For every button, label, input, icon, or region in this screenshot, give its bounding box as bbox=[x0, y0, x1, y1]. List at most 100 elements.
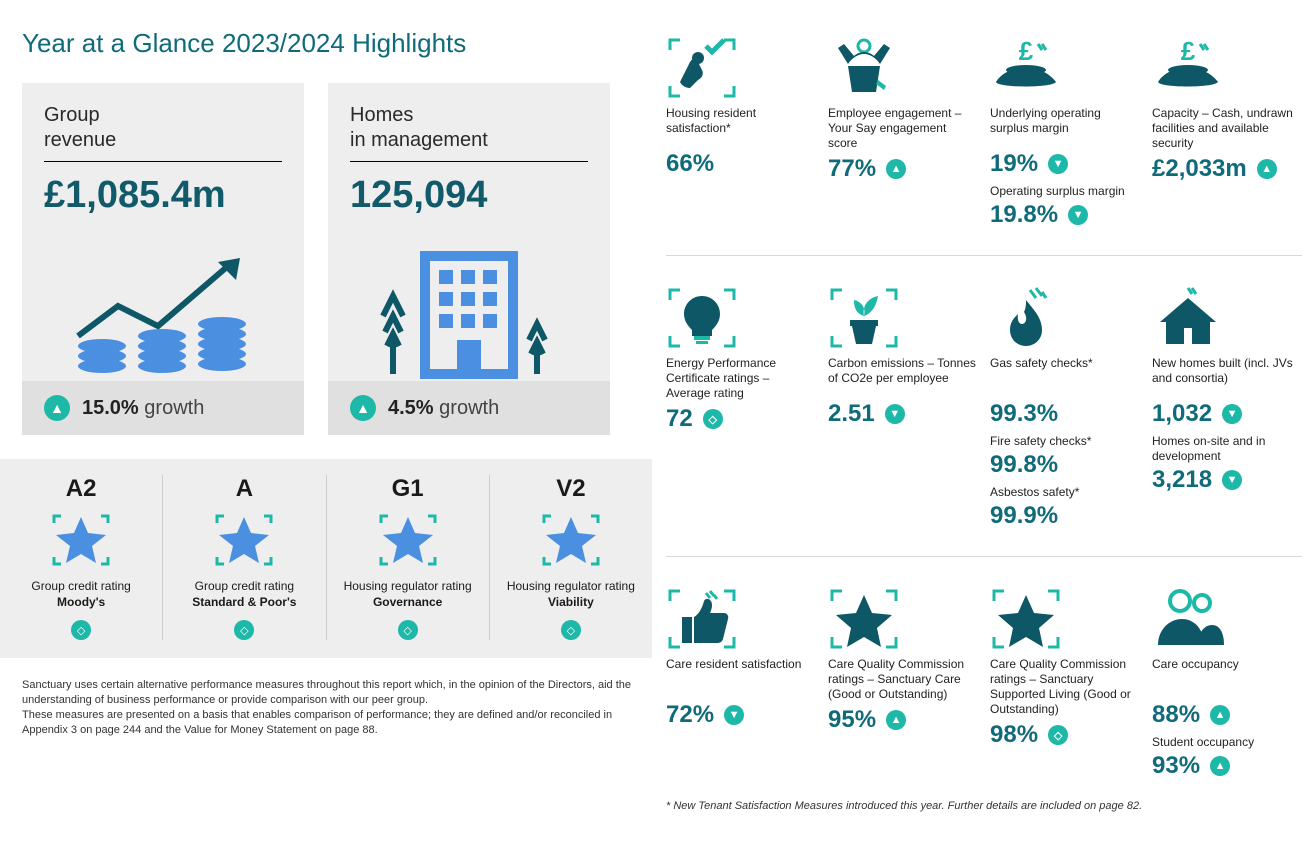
metric-value: 19%▼ bbox=[990, 150, 1140, 178]
metric-label: New homes built (incl. JVs and consortia… bbox=[1152, 356, 1302, 396]
metric-value: 98%◇ bbox=[990, 721, 1140, 749]
metric-value: 72%▼ bbox=[666, 701, 816, 729]
kpi-value: £1,085.4m bbox=[44, 174, 282, 217]
house-icon bbox=[1152, 278, 1302, 350]
thumb-icon bbox=[666, 579, 816, 651]
star-icon bbox=[541, 513, 601, 567]
arrow-up-icon: ▲ bbox=[1210, 705, 1230, 725]
rating-cell: A Group credit ratingStandard & Poor's ◇ bbox=[163, 475, 326, 640]
arrow-up-icon: ▲ bbox=[886, 710, 906, 730]
metric-sublabel: Operating surplus margin bbox=[990, 184, 1140, 199]
metric-subvalue: 93%▲ bbox=[1152, 752, 1302, 780]
metric-label: Housing resident satisfaction* bbox=[666, 106, 816, 146]
kpi-footer: ▲ 4.5% growth bbox=[328, 381, 610, 435]
metric-cell: Housing resident satisfaction* 66% bbox=[666, 28, 816, 233]
coins-arrow-icon bbox=[44, 231, 282, 381]
plant-icon bbox=[828, 278, 978, 350]
flame-icon bbox=[990, 278, 1140, 350]
building-trees-icon bbox=[350, 231, 588, 381]
arrow-up-icon: ▲ bbox=[44, 395, 70, 421]
ratings-strip: A2 Group credit ratingMoody's ◇ A bbox=[0, 459, 652, 658]
metric-cell: Care resident satisfaction 72%▼ bbox=[666, 579, 816, 784]
rating-indicator: ◇ bbox=[8, 620, 154, 640]
metric-value: 1,032▼ bbox=[1152, 400, 1302, 428]
arrow-up-icon: ▲ bbox=[1210, 756, 1230, 776]
metric-subvalue: 3,218▼ bbox=[1152, 466, 1302, 494]
rating-indicator: ◇ bbox=[335, 620, 481, 640]
kpi-label: Homes in management bbox=[350, 103, 588, 162]
rating-cell: G1 Housing regulator ratingGovernance ◇ bbox=[327, 475, 490, 640]
rating-desc: Housing regulator ratingViability bbox=[498, 579, 644, 610]
metric-label: Care occupancy bbox=[1152, 657, 1302, 697]
rating-indicator: ◇ bbox=[498, 620, 644, 640]
star-icon bbox=[378, 513, 438, 567]
arrow-down-icon: ▼ bbox=[1222, 404, 1242, 424]
metric-label: Employee engagement – Your Say engagemen… bbox=[828, 106, 978, 151]
metric-cell: Carbon emissions – Tonnes of CO2e per em… bbox=[828, 278, 978, 534]
rating-indicator: ◇ bbox=[171, 620, 317, 640]
kpi-footer: ▲ 15.0% growth bbox=[22, 381, 304, 435]
rating-cell: A2 Group credit ratingMoody's ◇ bbox=[0, 475, 163, 640]
arrow-down-icon: ▼ bbox=[724, 705, 744, 725]
rating-grade: A2 bbox=[8, 475, 154, 503]
arrow-same-icon: ◇ bbox=[234, 620, 254, 640]
kpi-growth-pct: 15.0% bbox=[82, 397, 139, 419]
arrow-same-icon: ◇ bbox=[71, 620, 91, 640]
metric-cell: Employee engagement – Your Say engagemen… bbox=[828, 28, 978, 233]
star-icon bbox=[214, 513, 274, 567]
kpi-card-homes: Homes in management 125,094 ▲ 4.5% growt… bbox=[328, 83, 610, 435]
page-title: Year at a Glance 2023/2024 Highlights bbox=[22, 28, 632, 59]
arrow-up-icon: ▲ bbox=[886, 159, 906, 179]
kpi-growth-pct: 4.5% bbox=[388, 397, 434, 419]
left-column: Year at a Glance 2023/2024 Highlights Gr… bbox=[22, 28, 632, 812]
kpi-card-revenue: Group revenue £1,085.4m ▲ 15.0% growth bbox=[22, 83, 304, 435]
metric-row: Energy Performance Certificate ratings –… bbox=[666, 278, 1302, 557]
hand-pound-icon bbox=[1152, 28, 1302, 100]
metric-sublabel: Asbestos safety* bbox=[990, 485, 1140, 500]
metric-cell: Care Quality Commission ratings – Sanctu… bbox=[828, 579, 978, 784]
arrow-up-icon: ▲ bbox=[350, 395, 376, 421]
kpi-growth-word: growth bbox=[144, 397, 204, 419]
metric-value: 95%▲ bbox=[828, 706, 978, 734]
metric-cell: Care occupancy 88%▲ Student occupancy 93… bbox=[1152, 579, 1302, 784]
metric-label: Care resident satisfaction bbox=[666, 657, 816, 697]
metric-label: Underlying operating surplus margin bbox=[990, 106, 1140, 146]
metric-value: £2,033m▲ bbox=[1152, 155, 1302, 183]
kpi-label: Group revenue bbox=[44, 103, 282, 162]
metric-sublabel: Fire safety checks* bbox=[990, 434, 1140, 449]
metric-cell: Energy Performance Certificate ratings –… bbox=[666, 278, 816, 534]
arrow-up-icon: ▲ bbox=[1257, 159, 1277, 179]
arrow-down-icon: ▼ bbox=[1068, 205, 1088, 225]
arrow-down-icon: ▼ bbox=[885, 404, 905, 424]
metric-value: 72◇ bbox=[666, 405, 816, 433]
arrow-same-icon: ◇ bbox=[1048, 725, 1068, 745]
metric-label: Care Quality Commission ratings – Sanctu… bbox=[990, 657, 1140, 717]
metric-value: 2.51▼ bbox=[828, 400, 978, 428]
metric-value: 99.3% bbox=[990, 400, 1140, 428]
metric-cell: Gas safety checks* 99.3% Fire safety che… bbox=[990, 278, 1140, 534]
metric-subvalue: 19.8%▼ bbox=[990, 201, 1140, 229]
rating-desc: Group credit ratingStandard & Poor's bbox=[171, 579, 317, 610]
rating-grade: V2 bbox=[498, 475, 644, 503]
rating-desc: Housing regulator ratingGovernance bbox=[335, 579, 481, 610]
metric-value: 66% bbox=[666, 150, 816, 178]
arrow-same-icon: ◇ bbox=[398, 620, 418, 640]
star-icon bbox=[828, 579, 978, 651]
right-column: Housing resident satisfaction* 66% Emplo… bbox=[666, 28, 1302, 812]
metric-cell: New homes built (incl. JVs and consortia… bbox=[1152, 278, 1302, 534]
metric-subvalue: 99.8% bbox=[990, 451, 1140, 479]
people-icon bbox=[1152, 579, 1302, 651]
metric-label: Carbon emissions – Tonnes of CO2e per em… bbox=[828, 356, 978, 396]
arrow-same-icon: ◇ bbox=[561, 620, 581, 640]
left-footnote: Sanctuary uses certain alternative perfo… bbox=[22, 678, 632, 737]
arrow-down-icon: ▼ bbox=[1048, 154, 1068, 174]
metric-row: Care resident satisfaction 72%▼ Care Qua… bbox=[666, 579, 1302, 784]
hand-check-icon bbox=[666, 28, 816, 100]
rating-cell: V2 Housing regulator ratingViability ◇ bbox=[490, 475, 652, 640]
person-cheer-icon bbox=[828, 28, 978, 100]
metric-cell: Capacity – Cash, undrawn facilities and … bbox=[1152, 28, 1302, 233]
metric-cell: Care Quality Commission ratings – Sanctu… bbox=[990, 579, 1140, 784]
metric-cell: Underlying operating surplus margin 19%▼… bbox=[990, 28, 1140, 233]
metric-subvalue: 99.9% bbox=[990, 502, 1140, 530]
rating-desc: Group credit ratingMoody's bbox=[8, 579, 154, 610]
